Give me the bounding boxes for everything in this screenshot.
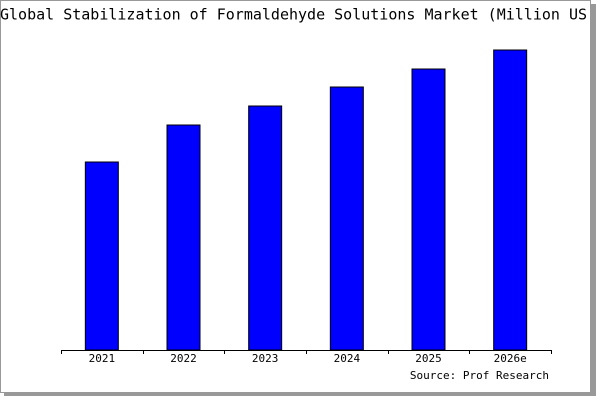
x-tick-label: 2025 — [415, 352, 442, 365]
bar — [329, 86, 364, 351]
source: Source: Prof Research — [410, 369, 549, 382]
x-tick-label: 2021 — [89, 352, 116, 365]
x-tick-label: 2022 — [170, 352, 197, 365]
chart-title: Global Stabilization of Formaldehyde Sol… — [0, 6, 600, 24]
bar — [411, 68, 446, 351]
bar — [84, 161, 119, 351]
x-tick-label: 2024 — [334, 352, 361, 365]
bar — [166, 124, 201, 351]
bar — [248, 105, 283, 351]
plot-area — [61, 40, 551, 350]
x-tick-label: 2023 — [252, 352, 279, 365]
bar — [493, 49, 528, 351]
x-tick-label: 2026e — [494, 352, 527, 365]
